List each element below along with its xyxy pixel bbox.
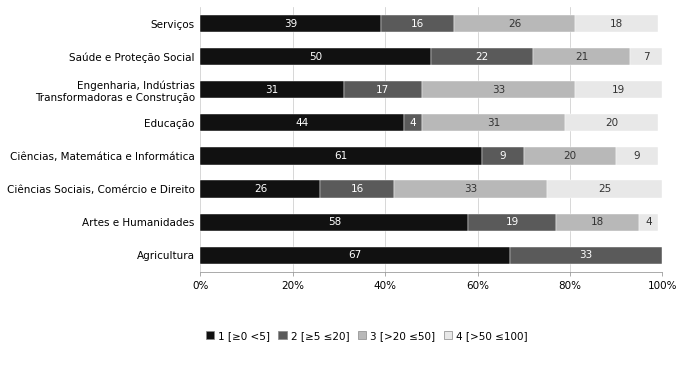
Legend: 1 [≥0 <5], 2 [≥5 ≤20], 3 [>20 ≤50], 4 [>50 ≤100]: 1 [≥0 <5], 2 [≥5 ≤20], 3 [>20 ≤50], 4 [>…: [206, 331, 528, 341]
Text: 26: 26: [508, 18, 521, 28]
Text: 20: 20: [564, 151, 577, 161]
Text: 20: 20: [605, 118, 618, 128]
Bar: [640, 214, 658, 231]
Text: 17: 17: [376, 85, 389, 95]
Bar: [380, 15, 454, 32]
Bar: [200, 81, 343, 98]
Text: 33: 33: [464, 184, 477, 194]
Bar: [469, 214, 556, 231]
Bar: [432, 48, 533, 65]
Text: 33: 33: [579, 250, 593, 260]
Bar: [510, 247, 662, 264]
Bar: [422, 81, 575, 98]
Bar: [482, 147, 524, 165]
Text: 33: 33: [492, 85, 505, 95]
Bar: [575, 81, 662, 98]
Bar: [200, 48, 432, 65]
Bar: [556, 214, 640, 231]
Bar: [200, 214, 469, 231]
Text: 19: 19: [505, 217, 518, 227]
Bar: [321, 180, 395, 198]
Text: 7: 7: [643, 52, 649, 62]
Text: 4: 4: [410, 118, 416, 128]
Bar: [547, 180, 662, 198]
Bar: [630, 48, 662, 65]
Text: 9: 9: [633, 151, 640, 161]
Bar: [565, 114, 658, 131]
Bar: [575, 15, 658, 32]
Bar: [404, 114, 422, 131]
Text: 39: 39: [284, 18, 297, 28]
Bar: [524, 147, 616, 165]
Bar: [200, 247, 510, 264]
Text: 4: 4: [645, 217, 652, 227]
Bar: [200, 114, 404, 131]
Bar: [422, 114, 565, 131]
Text: 16: 16: [411, 18, 424, 28]
Text: 44: 44: [295, 118, 308, 128]
Text: 61: 61: [334, 151, 348, 161]
Text: 58: 58: [328, 217, 341, 227]
Bar: [200, 15, 380, 32]
Text: 21: 21: [575, 52, 588, 62]
Bar: [616, 147, 658, 165]
Bar: [533, 48, 630, 65]
Text: 50: 50: [309, 52, 322, 62]
Text: 22: 22: [475, 52, 489, 62]
Text: 9: 9: [499, 151, 506, 161]
Text: 16: 16: [351, 184, 364, 194]
Bar: [395, 180, 547, 198]
Text: 19: 19: [611, 85, 625, 95]
Text: 31: 31: [265, 85, 278, 95]
Text: 25: 25: [598, 184, 611, 194]
Bar: [454, 15, 575, 32]
Bar: [200, 147, 482, 165]
Bar: [200, 180, 321, 198]
Bar: [343, 81, 422, 98]
Text: 31: 31: [487, 118, 500, 128]
Text: 67: 67: [348, 250, 362, 260]
Text: 18: 18: [609, 18, 622, 28]
Text: 26: 26: [254, 184, 267, 194]
Text: 18: 18: [591, 217, 604, 227]
